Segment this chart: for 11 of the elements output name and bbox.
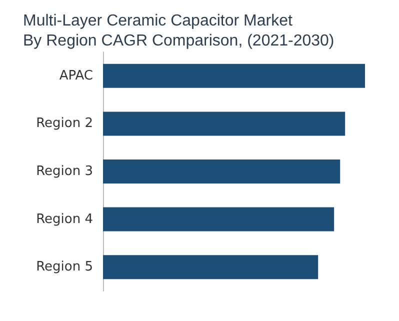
bar [103,255,318,280]
y-tick-label: Region 2 [36,116,93,132]
bar [103,160,340,184]
bar [103,207,334,232]
y-tick-label: APAC [59,68,93,84]
bar [103,64,365,88]
y-tick-label: Region 5 [36,260,93,275]
y-tick-label: Region 3 [36,164,93,179]
y-tick-label: Region 4 [36,212,93,227]
chart-title: Multi-Layer Ceramic Capacitor Market By Region CAGR Comparison, (2021-2030) [23,12,334,50]
bar [103,112,346,136]
